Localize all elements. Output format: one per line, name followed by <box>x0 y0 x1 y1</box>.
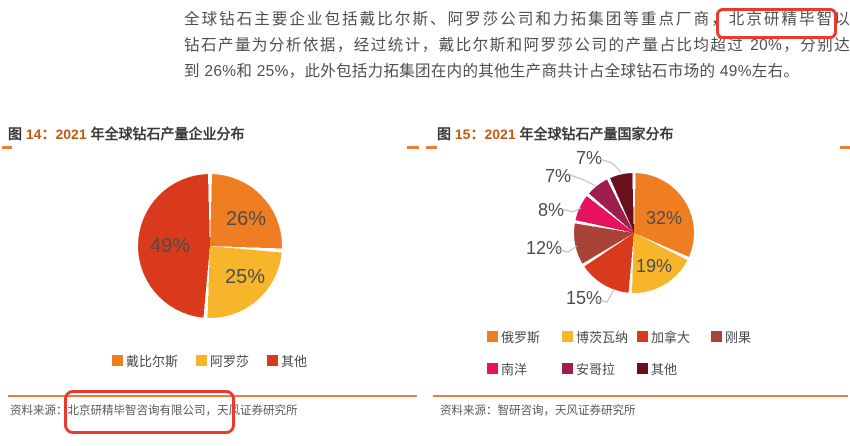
figure14-caption-year: 2021 <box>55 126 87 142</box>
figure14-source-suffix: 天风证券研究所 <box>217 405 298 417</box>
paragraph-line: 到 26%和 25%，此外包括力拓集团在内的其他生产商共计占全球钻石市场的 49… <box>184 63 800 80</box>
title-underline-dash <box>2 146 12 149</box>
figure15-caption-prefix: 图 <box>437 126 455 142</box>
figure15-bottom-rule <box>433 395 848 397</box>
legend-label: 俄罗斯 <box>501 330 541 345</box>
pie-chart-companies <box>138 174 282 318</box>
legend-label: 其他 <box>651 362 678 377</box>
pie15-label-angola: 7% <box>545 166 572 186</box>
legend-label: 博茨瓦纳 <box>576 330 629 345</box>
legend-countries: 俄罗斯 博茨瓦纳 加拿大 刚果南洋 安哥拉 其他 <box>487 327 751 378</box>
pie14-label-debeers: 26% <box>226 208 267 230</box>
legend-swatch-icon <box>112 355 123 366</box>
figure14-title: 图 14：2021 年全球钻石产量企业分布 <box>8 124 245 144</box>
title-underline-dash <box>840 146 850 149</box>
legend-companies: 戴比尔斯 阿罗莎 其他 <box>112 351 307 370</box>
figure14-caption-rest: 年全球钻石产量企业分布 <box>86 126 245 142</box>
legend-item: 其他 <box>267 351 307 370</box>
legend-item: 刚果 <box>711 327 751 346</box>
legend-swatch-icon <box>637 331 648 342</box>
pie-chart-countries <box>574 173 694 293</box>
pie14-label-other: 49% <box>150 235 191 257</box>
legend-swatch-icon <box>487 363 498 374</box>
legend-swatch-icon <box>711 331 722 342</box>
legend-swatch-icon <box>196 355 208 366</box>
figure14-caption-num: 14： <box>25 126 56 142</box>
legend-item: 俄罗斯 <box>487 327 562 346</box>
legend-item: 阿罗莎 <box>196 351 249 370</box>
legend-item: 加拿大 <box>637 327 711 346</box>
figure15-caption-year: 2021 <box>484 126 516 142</box>
legend-label: 刚果 <box>725 330 752 345</box>
legend-swatch-icon <box>487 331 498 342</box>
figure14-source: 资料来源：北京研精毕智咨询有限公司，天风证券研究所 <box>10 402 298 418</box>
figure14-source-boxed: 北京研精毕智咨询有限公司， <box>67 405 218 417</box>
legend-item: 其他 <box>637 359 711 378</box>
pie15-label-other: 7% <box>576 148 603 168</box>
pie14-label-alrosa: 25% <box>225 266 266 288</box>
figure15-caption-rest: 年全球钻石产量国家分布 <box>515 126 674 142</box>
paragraph-line: 全球钻石主要企业包括戴比尔斯、阿罗莎公司和力拓集团等重点厂商，北京研精毕智以 <box>184 11 850 28</box>
figure15-caption-num: 15： <box>454 126 485 142</box>
figure15-source: 资料来源：智研咨询，天风证券研究所 <box>440 405 636 417</box>
figure14-source-prefix: 资料来源： <box>10 405 68 417</box>
pie15-label-southsea: 8% <box>538 200 565 220</box>
legend-label: 其他 <box>281 354 308 369</box>
paragraph-line-clipped: 格局上看，全球钻石开采市场集中度较高，前三大厂商合计占比约 70%，整体呈寡头格… <box>184 0 850 7</box>
pie15-label-congo: 12% <box>526 238 563 258</box>
legend-swatch-icon <box>562 331 573 342</box>
legend-swatch-icon <box>562 363 573 374</box>
pie15-label-russia: 32% <box>646 208 683 228</box>
legend-item: 戴比尔斯 <box>112 351 178 370</box>
pie15-label-botswana: 19% <box>636 256 673 276</box>
legend-item: 博茨瓦纳 <box>562 327 637 346</box>
figure14-caption-prefix: 图 <box>8 126 26 142</box>
legend-swatch-icon <box>267 355 279 366</box>
figure15-title: 图 15：2021 年全球钻石产量国家分布 <box>437 124 674 144</box>
legend-swatch-icon <box>637 363 648 374</box>
title-underline-dash <box>407 146 419 149</box>
pie15-label-canada: 15% <box>566 288 603 308</box>
legend-item: 南洋 <box>487 359 562 378</box>
legend-label: 安哥拉 <box>576 362 616 377</box>
paragraph-line: 钻石产量为分析依据，经过统计，戴比尔斯和阿罗莎公司的产量占比均超过 20%，分别… <box>184 37 850 54</box>
legend-label: 阿罗莎 <box>210 354 250 369</box>
legend-label: 加拿大 <box>651 330 691 345</box>
legend-label: 南洋 <box>501 362 528 377</box>
title-underline-dash <box>426 146 437 149</box>
legend-item: 安哥拉 <box>562 359 637 378</box>
figure14-bottom-rule <box>8 395 417 397</box>
legend-label: 戴比尔斯 <box>126 354 179 369</box>
body-paragraph: 格局上看，全球钻石开采市场集中度较高，前三大厂商合计占比约 70%，整体呈寡头格… <box>184 0 850 85</box>
